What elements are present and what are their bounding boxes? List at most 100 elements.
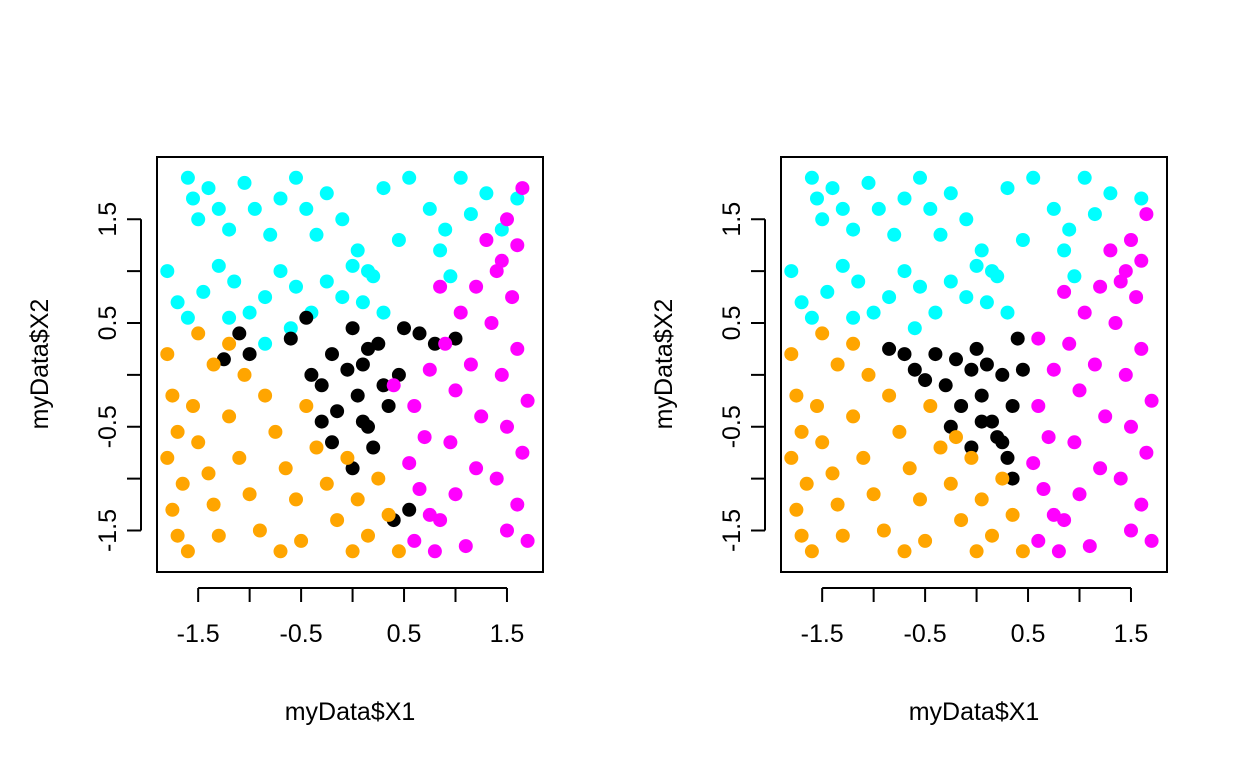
data-point (1118, 264, 1133, 279)
data-point (1046, 201, 1061, 216)
data-point (882, 341, 897, 356)
data-point (448, 487, 463, 502)
data-point (407, 399, 422, 413)
data-point (242, 347, 257, 362)
data-point (216, 352, 231, 367)
data-point (810, 191, 824, 206)
data-point (247, 201, 262, 216)
data-point (330, 513, 345, 528)
data-point (815, 212, 830, 227)
data-point (520, 533, 535, 548)
data-point (500, 523, 514, 538)
data-point (964, 440, 979, 455)
data-point (907, 362, 922, 377)
x-tick-label: 0.5 (1011, 620, 1046, 648)
data-point (784, 450, 799, 465)
data-point (469, 279, 484, 294)
data-point (160, 264, 175, 279)
x-tick-label: -0.5 (280, 620, 323, 648)
data-point (263, 227, 278, 242)
data-point (191, 212, 206, 227)
data-point (273, 191, 288, 206)
data-point (1041, 430, 1056, 445)
data-point (350, 492, 365, 507)
data-point (438, 336, 453, 351)
data-point (258, 290, 273, 305)
data-point (458, 539, 473, 554)
data-point (515, 181, 530, 196)
data-point (427, 544, 442, 559)
data-point (211, 528, 226, 543)
data-point (918, 373, 933, 388)
data-point (160, 347, 175, 362)
data-point (319, 476, 334, 491)
data-point (938, 378, 953, 393)
y-tick-label: 1.5 (718, 202, 746, 237)
data-point (1062, 222, 1077, 237)
data-point (494, 367, 509, 382)
data-point (985, 414, 999, 429)
data-point (979, 357, 994, 372)
data-point (964, 362, 979, 377)
data-point (1118, 367, 1133, 382)
data-point (995, 435, 1010, 450)
data-point (314, 378, 329, 393)
data-point (489, 471, 504, 486)
x-tick-label: -1.5 (801, 620, 844, 648)
data-point (479, 186, 494, 201)
data-point (211, 201, 226, 216)
data-point (1072, 383, 1087, 398)
data-point (882, 290, 897, 305)
data-point (371, 471, 386, 486)
data-point (438, 222, 453, 237)
data-point (314, 414, 329, 429)
data-point (376, 305, 391, 320)
data-point (1000, 450, 1015, 465)
data-point (510, 191, 525, 206)
data-point (1077, 305, 1092, 320)
data-point (237, 367, 252, 382)
data-point (232, 450, 247, 465)
data-point (479, 233, 494, 247)
data-point (258, 388, 273, 403)
data-point (186, 191, 200, 206)
data-point (990, 269, 1005, 284)
data-point (242, 305, 257, 320)
data-point (1026, 456, 1041, 471)
x-axis-label: myData$X1 (285, 698, 416, 726)
y-tick-label: -1.5 (94, 509, 122, 552)
data-point (283, 331, 298, 346)
data-point (1077, 170, 1092, 185)
data-point (268, 424, 283, 439)
data-point (815, 326, 830, 341)
data-point (1134, 497, 1149, 512)
data-point (191, 435, 206, 450)
data-point (1031, 533, 1046, 548)
data-point (1113, 274, 1128, 289)
data-point (907, 321, 922, 336)
data-point (355, 414, 370, 429)
data-point (196, 284, 211, 299)
data-point (923, 201, 938, 216)
data-point (345, 461, 360, 476)
y-tick-label: -0.5 (94, 405, 122, 448)
data-point (391, 367, 406, 382)
data-point (335, 212, 350, 227)
data-point (402, 170, 417, 185)
data-point (830, 357, 845, 372)
x-tick-label: -0.5 (904, 620, 947, 648)
data-point (1134, 341, 1149, 356)
data-point (1051, 544, 1066, 559)
data-point (1015, 544, 1030, 559)
data-point (1057, 284, 1072, 299)
data-point (902, 461, 917, 476)
data-point (964, 450, 979, 465)
data-point (794, 528, 809, 543)
data-point (1098, 409, 1113, 424)
data-point (433, 243, 448, 258)
data-point (510, 238, 525, 253)
data-point (201, 466, 216, 481)
data-point (258, 336, 273, 351)
data-point (299, 201, 314, 216)
